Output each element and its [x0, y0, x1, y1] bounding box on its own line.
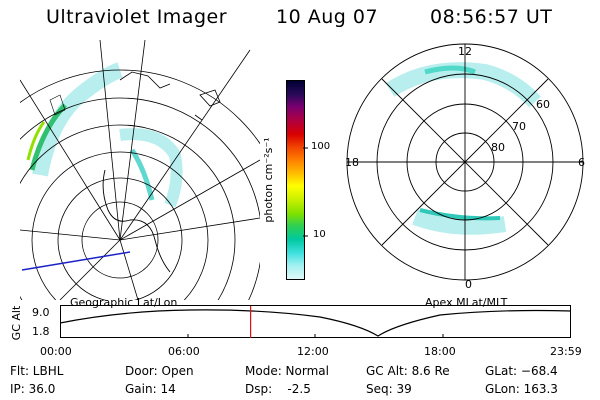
glon-info: GLon: 163.3 — [485, 382, 558, 396]
aurora-peak — [26, 121, 46, 161]
alt-plot-ymin: 1.8 — [32, 325, 50, 338]
colorbar-ticks — [303, 147, 308, 237]
gain-info: Gain: 14 — [125, 382, 176, 396]
mlat-label-60: 60 — [536, 98, 550, 111]
alt-plot-ylabel: GC Alt — [10, 305, 23, 341]
mlat-mlt-polar-panel — [346, 43, 584, 281]
mlt-label-right: 6 — [578, 156, 585, 169]
gc-alt-info: GC Alt: 8.6 Re — [366, 364, 450, 378]
flt-info: Flt: LBHL — [10, 364, 64, 378]
colorbar-tick-100: 100 — [311, 141, 331, 152]
door-info: Door: Open — [125, 364, 194, 378]
aurora-band-bright — [29, 103, 67, 171]
aurora-oval-night — [412, 209, 507, 235]
x-tick-1800: 18:00 — [424, 345, 456, 358]
mlt-label-bottom: 0 — [465, 278, 472, 291]
aurora-oval-day — [385, 62, 541, 108]
colorbar — [286, 80, 305, 280]
geographic-image-panel — [20, 40, 260, 300]
seq-info: Seq: 39 — [366, 382, 412, 396]
altitude-strip-plot — [60, 305, 572, 338]
mlt-label-top: 12 — [458, 45, 472, 58]
glat-info: GLat: −68.4 — [485, 364, 558, 378]
mlat-label-70: 70 — [512, 120, 526, 133]
track-line — [21, 251, 131, 271]
aurora-band — [32, 62, 123, 177]
time-label: 08:56:57 UT — [430, 6, 553, 28]
x-tick-0600: 06:00 — [168, 345, 200, 358]
x-tick-2359: 23:59 — [550, 345, 582, 358]
aurora-band-east-bright — [129, 148, 155, 201]
colorbar-unit-label: photon cm⁻²s⁻¹ — [262, 137, 275, 223]
x-tick-0000: 00:00 — [40, 345, 72, 358]
colorbar-tick-10: 10 — [313, 229, 326, 240]
instrument-title: Ultraviolet Imager — [46, 6, 228, 28]
aurora-oval-day-bright — [424, 65, 476, 75]
mlat-label-80: 80 — [491, 141, 505, 154]
geographic-map — [20, 40, 260, 300]
x-tick-1200: 12:00 — [297, 345, 329, 358]
ip-info: IP: 36.0 — [10, 382, 56, 396]
aurora-band-east — [119, 128, 183, 208]
dsp-info: Dsp: -2.5 — [245, 382, 311, 396]
aurora-oval-night-bright — [419, 208, 501, 221]
mode-info: Mode: Normal — [245, 364, 329, 378]
date-label: 10 Aug 07 — [276, 6, 379, 28]
alt-plot-ymax: 9.0 — [32, 306, 50, 319]
mlt-label-left: 18 — [345, 156, 359, 169]
altitude-curve — [60, 309, 572, 337]
